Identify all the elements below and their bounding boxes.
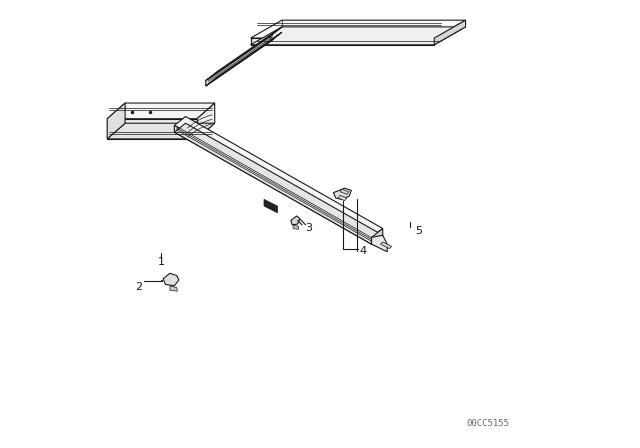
Polygon shape xyxy=(206,27,282,81)
Polygon shape xyxy=(340,189,349,194)
Polygon shape xyxy=(163,273,179,286)
Polygon shape xyxy=(371,235,387,252)
Polygon shape xyxy=(108,123,215,139)
Polygon shape xyxy=(174,116,383,237)
Polygon shape xyxy=(333,188,351,199)
Text: 2: 2 xyxy=(135,282,142,292)
Text: 1: 1 xyxy=(157,257,164,267)
Text: 4: 4 xyxy=(359,246,366,256)
Polygon shape xyxy=(251,27,466,45)
Polygon shape xyxy=(251,20,466,38)
Polygon shape xyxy=(264,199,278,213)
Polygon shape xyxy=(174,123,383,244)
Polygon shape xyxy=(293,225,298,229)
Polygon shape xyxy=(338,195,347,201)
Polygon shape xyxy=(380,242,392,249)
Polygon shape xyxy=(206,36,271,86)
Text: 5: 5 xyxy=(415,226,422,236)
Polygon shape xyxy=(174,125,371,244)
Polygon shape xyxy=(206,32,282,86)
Polygon shape xyxy=(108,103,215,119)
Polygon shape xyxy=(371,228,383,244)
Polygon shape xyxy=(108,119,197,139)
Polygon shape xyxy=(435,20,466,45)
Text: 3: 3 xyxy=(305,224,312,233)
Polygon shape xyxy=(170,286,177,291)
Text: 00CC5155: 00CC5155 xyxy=(467,419,509,428)
Polygon shape xyxy=(174,103,215,139)
Polygon shape xyxy=(291,216,300,225)
Polygon shape xyxy=(108,103,125,139)
Polygon shape xyxy=(251,38,435,45)
